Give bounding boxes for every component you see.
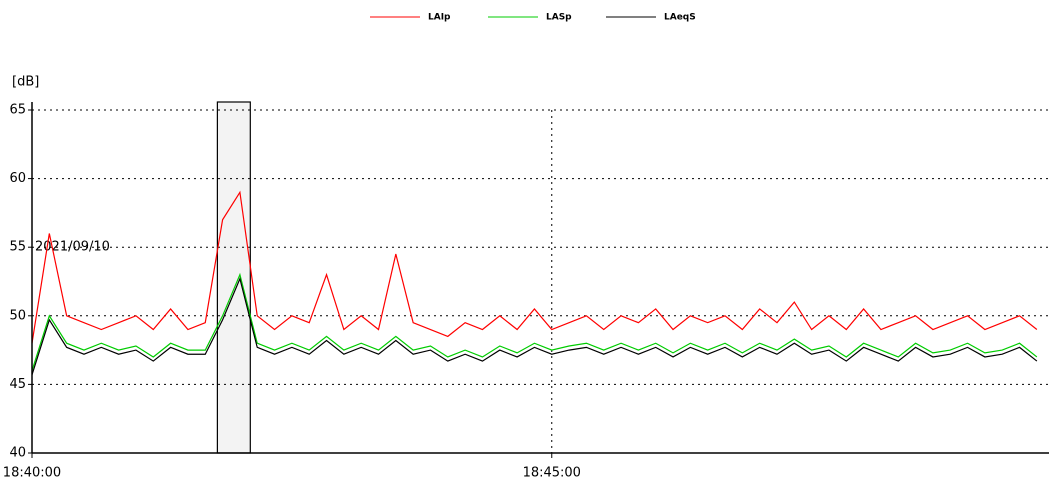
legend-label: LASp <box>546 13 572 23</box>
selection <box>216 101 251 454</box>
y-tick-label: 55 <box>9 240 26 255</box>
y-tick-label: 65 <box>9 103 26 118</box>
y-tick-label: 60 <box>9 171 26 186</box>
x-tick-label: 18:45:00 <box>523 466 581 481</box>
y-tick-label: 50 <box>9 308 26 323</box>
legend-label: LAIp <box>428 13 451 23</box>
y-tick-label: 45 <box>9 377 26 392</box>
legend-label: LAeqS <box>664 13 696 23</box>
y-tick-label: 40 <box>9 446 26 461</box>
series-line <box>31 276 1038 375</box>
series-line <box>31 190 1038 344</box>
annotation: 2021/09/10 <box>35 240 110 255</box>
y-axis-label: [dB] <box>12 75 39 90</box>
legend: LAIp LASp LAeqS <box>370 13 696 23</box>
x-tick-label: 18:40:00 <box>3 466 61 481</box>
series-line <box>31 272 1038 371</box>
